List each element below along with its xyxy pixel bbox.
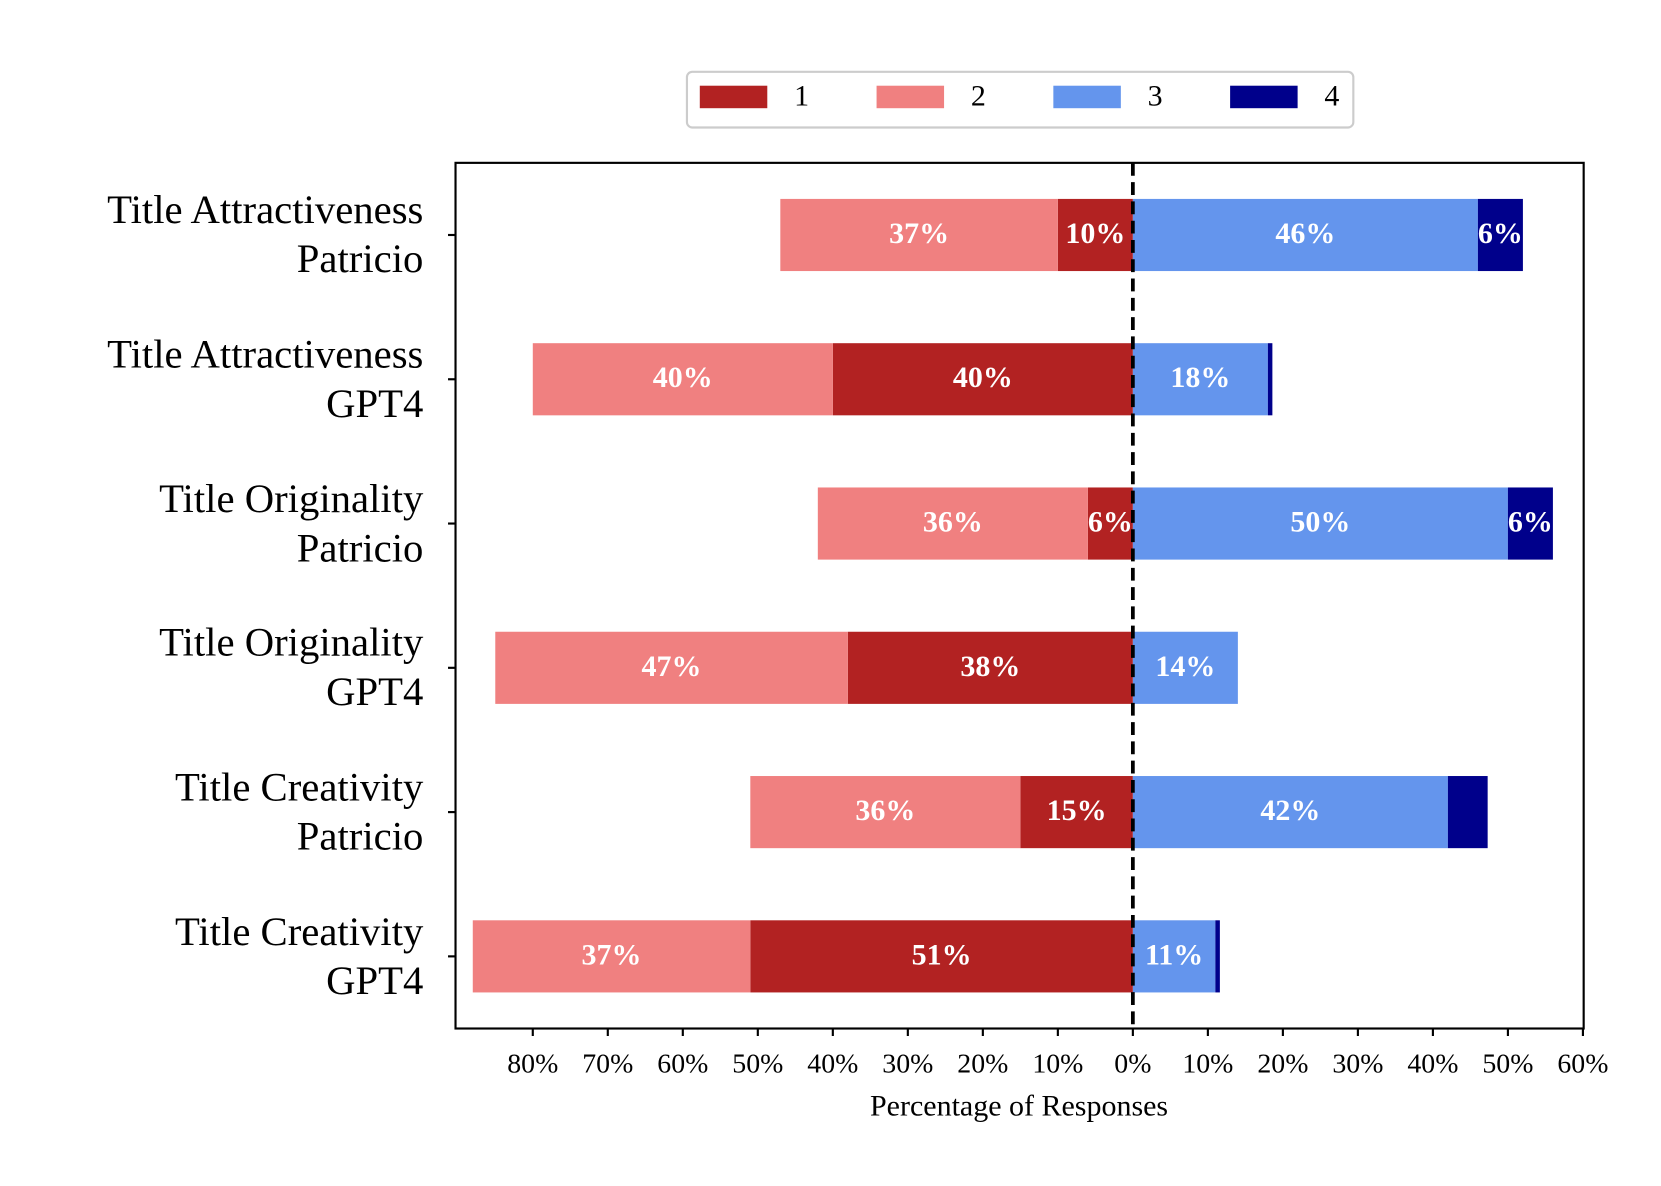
value-label: 38% [960,650,1020,683]
category-label: Title Attractiveness Patricio [107,187,424,283]
bar-segment [1020,776,1133,849]
legend-swatch [1230,85,1298,109]
value-label: 11% [1145,938,1203,971]
x-tick-label: 20% [957,1048,1008,1079]
bar-segment [1087,487,1133,560]
value-label: 6% [1478,217,1523,250]
bar-segment [1132,198,1478,272]
value-label: 15% [1047,794,1107,827]
category-label: Title Attractiveness GPT4 [107,332,424,427]
category-label: Title Originality GPT4 [159,620,424,715]
x-tick-label: 60% [1557,1048,1608,1079]
bar-segment [1215,920,1220,993]
bar-segment [1132,776,1448,849]
bar-segment [472,920,751,993]
x-tick-label: 40% [1407,1048,1458,1079]
x-tick-label: 10% [1032,1048,1083,1079]
legend-swatch [1053,85,1121,109]
x-tick-label: 30% [1332,1048,1383,1079]
value-label: 14% [1155,650,1215,683]
x-tick-label: 0% [1114,1048,1151,1079]
category-label-box: Title Creativity GPT4 [174,909,424,1004]
legend-swatch [876,85,945,109]
value-label: 42% [1260,794,1320,827]
bar-segment [1132,487,1508,560]
x-tick-label: 40% [807,1048,858,1079]
legend-label: 1 [794,79,809,112]
value-label: 6% [1508,505,1553,538]
value-label: 6% [1088,505,1133,538]
category-label-box: Title Creativity Patricio [174,764,424,860]
bar-segment [780,198,1058,272]
bar-segment [1267,343,1273,416]
bar-segment [750,776,1021,849]
value-label: 36% [855,794,915,827]
x-tick-label: 70% [582,1048,633,1079]
x-tick-label: 30% [882,1048,933,1079]
x-tick-label: 20% [1257,1048,1308,1079]
bar-segment [1132,631,1238,704]
bar-segment [1447,776,1488,849]
bar-segment [532,343,833,416]
bar-segment [750,920,1133,993]
bar-segment [832,343,1133,416]
bar-segment [1057,198,1133,272]
legend-label: 3 [1148,79,1163,112]
category-label: Title Creativity GPT4 [174,909,424,1004]
x-tick-label: 80% [507,1048,558,1079]
category-label-box: Title Originality GPT4 [159,620,424,715]
bar-segment [817,487,1088,560]
bar-segment [847,631,1133,704]
category-label: Title Originality Patricio [159,476,424,571]
value-label: 40% [953,361,1013,394]
legend-swatch [699,85,768,109]
legend-box [685,70,1355,129]
legend-label: 4 [1324,79,1339,112]
x-tick-label: 10% [1182,1048,1233,1079]
bar-segment [1132,920,1216,993]
category-label-box: Title Attractiveness GPT4 [107,332,424,427]
x-tick-label: 50% [732,1048,783,1079]
value-label: 50% [1290,505,1350,538]
value-label: 36% [923,505,983,538]
bar-segment [1477,198,1523,272]
value-label: 37% [582,938,642,971]
value-label: 18% [1170,361,1230,394]
value-label: 37% [889,217,949,250]
category-label: Title Creativity Patricio [174,764,424,860]
value-label: 46% [1275,217,1335,250]
bar-segment [1507,487,1553,560]
value-label: 10% [1065,217,1125,250]
bar-segment [1132,343,1268,416]
category-label-box: Title Attractiveness Patricio [107,187,424,283]
plot-frame [454,161,1585,1030]
value-label: 47% [642,650,702,683]
value-label: 51% [912,938,972,971]
value-label: 40% [653,361,713,394]
bar-segment [495,631,848,704]
x-axis-label: Percentage of Responses [870,1090,1168,1123]
x-tick-label: 50% [1482,1048,1533,1079]
x-tick-label: 60% [657,1048,708,1079]
category-label-box: Title Originality Patricio [159,476,424,571]
legend-label: 2 [971,79,986,112]
